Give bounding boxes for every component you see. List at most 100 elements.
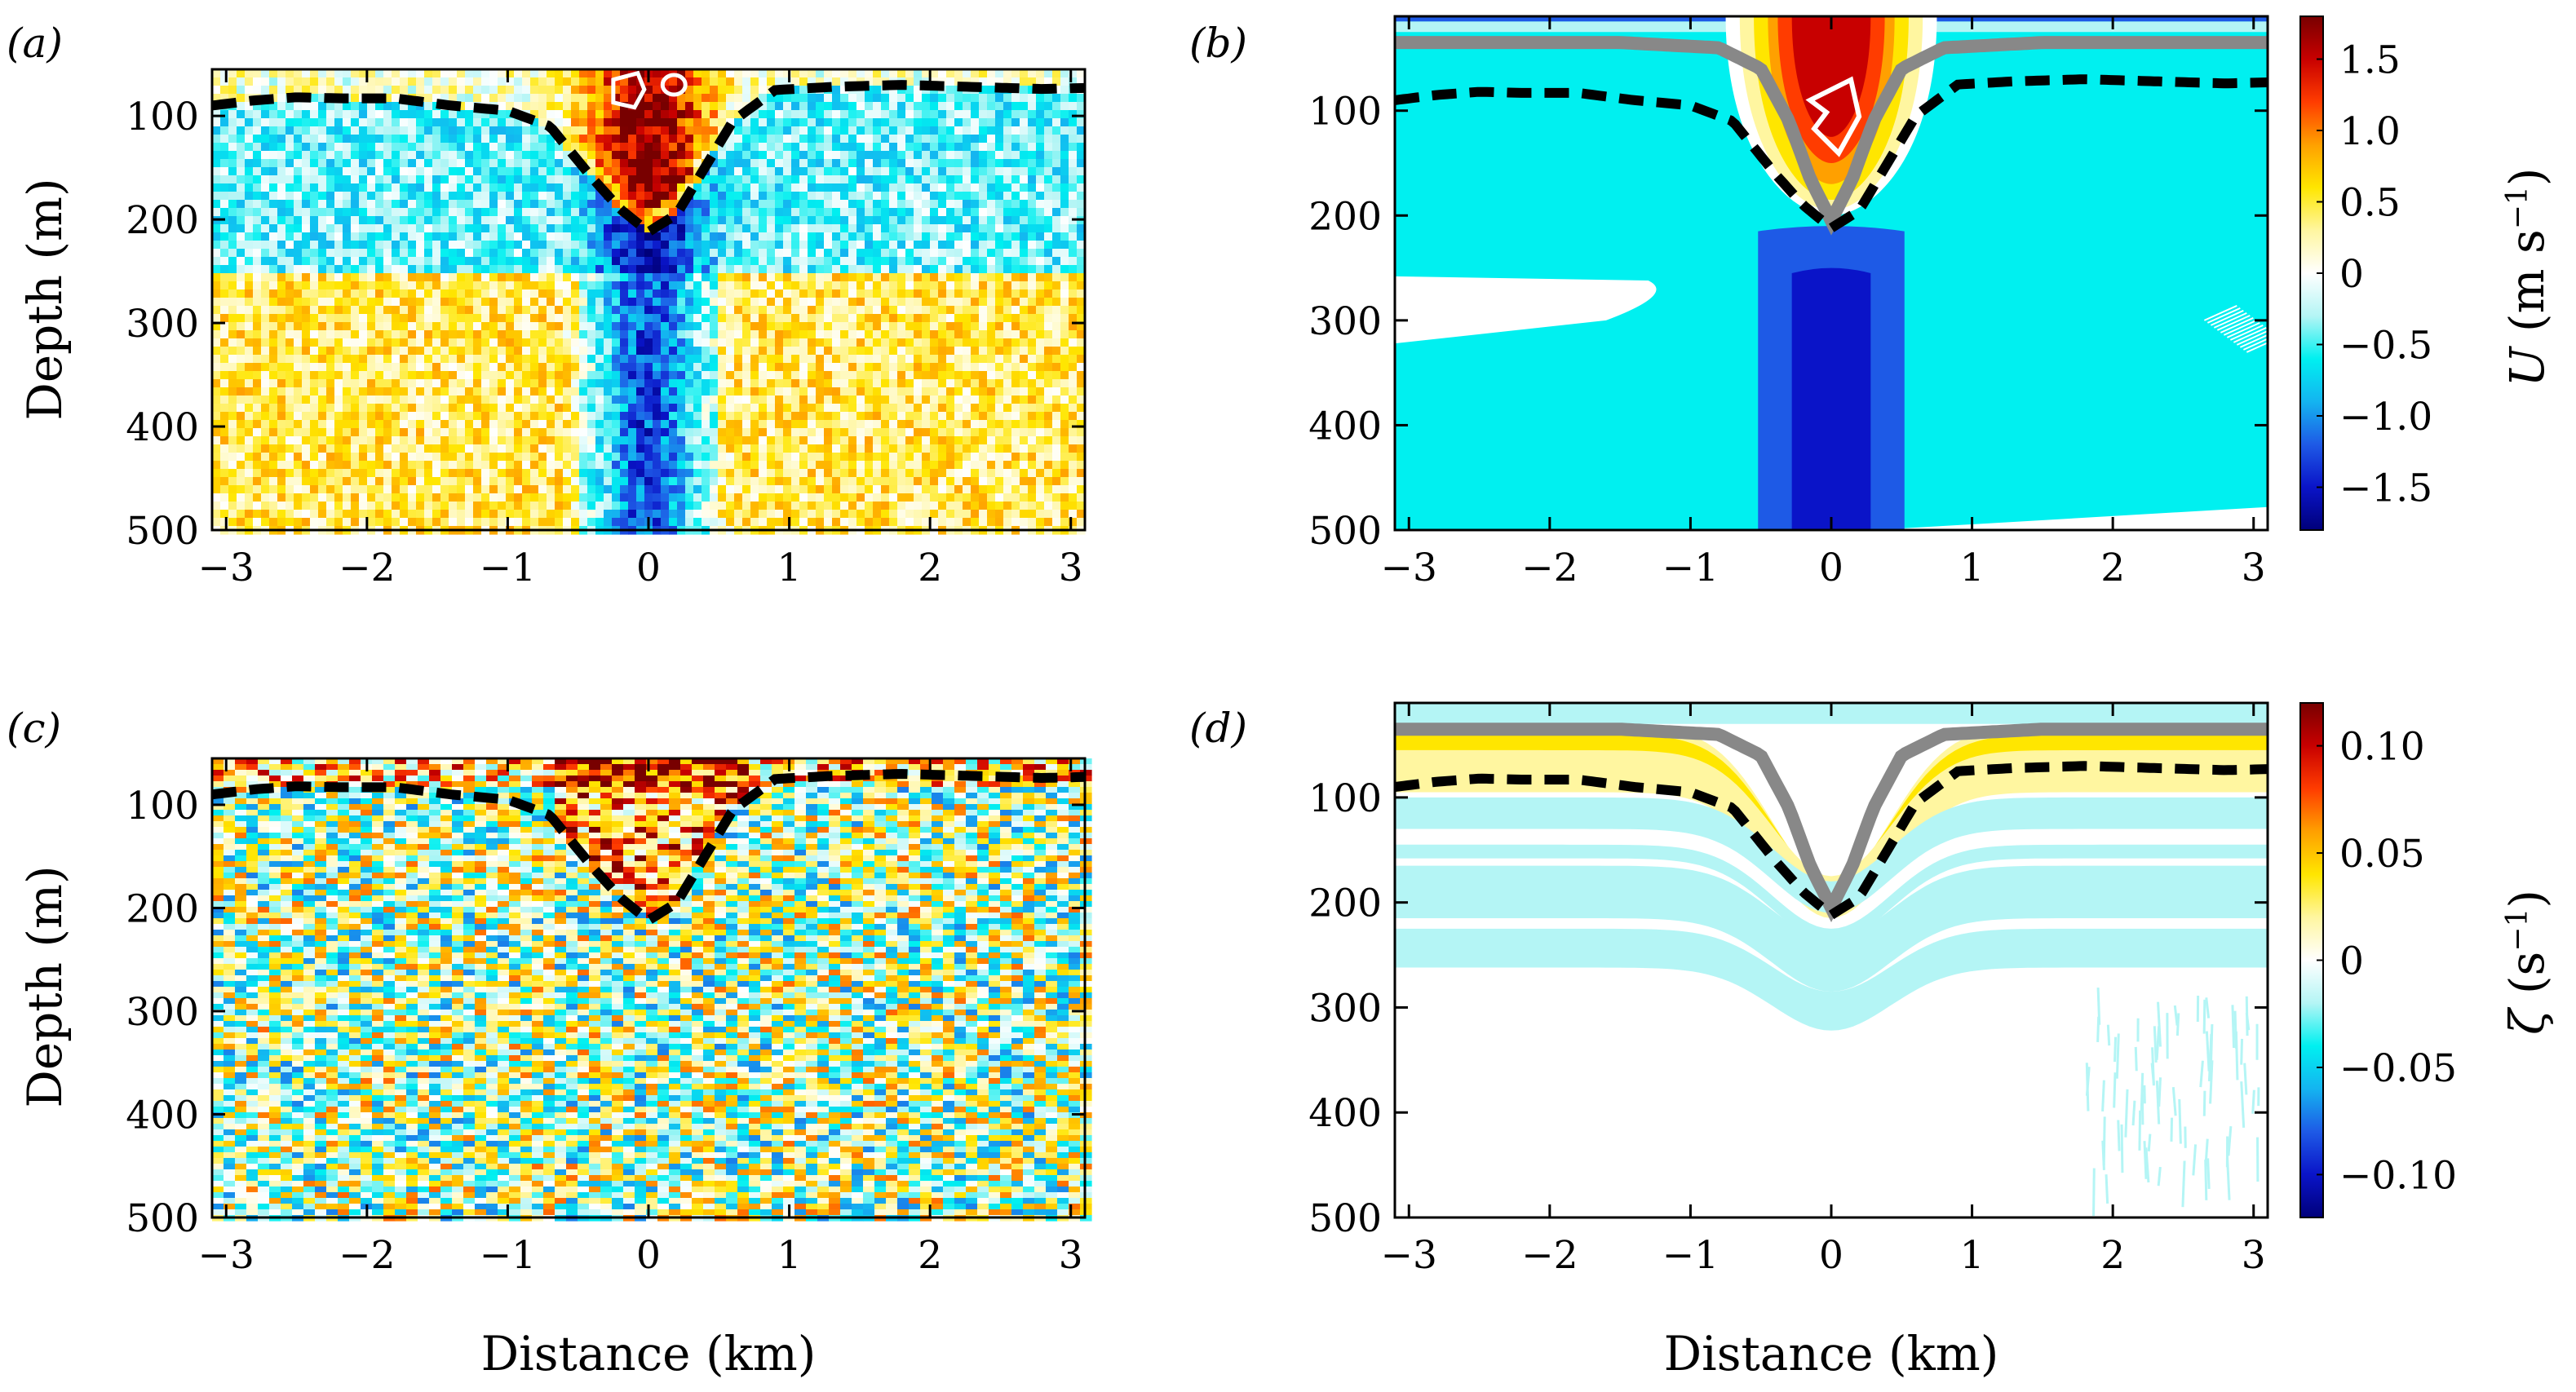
field-cell [759, 216, 768, 225]
field-cell [237, 436, 246, 445]
field-cell [530, 110, 539, 119]
field-cell [571, 396, 580, 404]
field-cell [424, 371, 433, 380]
field-cell [1020, 306, 1029, 315]
field-cell [644, 330, 653, 339]
field-cell [359, 216, 368, 225]
field-cell [367, 436, 376, 445]
field-cell [897, 126, 906, 135]
field-cell [1003, 314, 1012, 323]
field-cell [1011, 363, 1020, 372]
field-cell [237, 77, 246, 86]
field-cell [489, 444, 498, 453]
field-cell [294, 126, 303, 135]
field-cell [685, 420, 694, 429]
field-cell [522, 371, 531, 380]
field-cell [848, 192, 857, 201]
field-cell [750, 232, 759, 241]
field-cell [791, 355, 800, 364]
field-cell [481, 224, 490, 233]
field-cell [946, 159, 955, 168]
field-cell [767, 412, 776, 421]
field-cell [530, 298, 539, 307]
field-cell [856, 151, 865, 160]
field-cell [881, 126, 890, 135]
field-cell [416, 428, 425, 437]
field-cell [612, 183, 621, 192]
field-cell [1028, 200, 1037, 209]
field-cell [1077, 404, 1086, 413]
field-cell [930, 355, 939, 364]
field-cell [889, 420, 898, 429]
field-cell [489, 249, 498, 258]
field-cell [220, 404, 229, 413]
field-cell [1028, 281, 1037, 290]
field-cell [449, 94, 458, 103]
field-cell [351, 224, 360, 233]
field-cell [530, 159, 539, 168]
field-cell [547, 404, 555, 413]
field-cell [832, 135, 841, 144]
field-cell [816, 428, 825, 437]
field-cell [302, 151, 311, 160]
field-cell [873, 216, 882, 225]
field-cell [440, 338, 449, 347]
field-cell [1003, 273, 1012, 282]
field-cell [742, 86, 751, 95]
field-cell [237, 94, 246, 103]
field-cell [840, 216, 849, 225]
field-cell [1011, 77, 1020, 86]
field-cell [734, 396, 743, 404]
field-cell [995, 420, 1004, 429]
field-cell [392, 200, 401, 209]
field-cell [816, 257, 825, 266]
field-cell [685, 167, 694, 176]
field-cell [742, 379, 751, 388]
field-cell [750, 298, 759, 307]
field-cell [375, 216, 384, 225]
field-cell [245, 322, 254, 331]
field-cell [595, 143, 604, 152]
field-cell [253, 135, 262, 144]
field-cell [718, 347, 727, 356]
field-cell [212, 183, 221, 192]
field-cell [987, 167, 996, 176]
field-cell [832, 371, 841, 380]
field-cell [710, 281, 719, 290]
field-cell [302, 420, 311, 429]
field-cell [636, 363, 645, 372]
field-cell [465, 306, 474, 315]
field-cell [987, 412, 996, 421]
field-cell [816, 175, 825, 184]
field-cell [1052, 412, 1061, 421]
field-cell [816, 200, 825, 209]
field-cell [791, 102, 800, 111]
field-cell [285, 69, 294, 78]
field-cell [669, 265, 678, 274]
field-cell [661, 265, 670, 274]
field-cell [547, 265, 555, 274]
field-cell [563, 232, 572, 241]
field-cell [579, 355, 588, 364]
field-cell [571, 69, 580, 78]
field-cell [334, 175, 343, 184]
field-cell [946, 183, 955, 192]
field-cell [636, 249, 645, 258]
field-cell [1036, 306, 1045, 315]
field-cell [1036, 69, 1045, 78]
field-cell [938, 110, 947, 119]
field-cell [971, 192, 980, 201]
field-cell [334, 143, 343, 152]
field-cell [734, 208, 743, 217]
field-cell [595, 338, 604, 347]
field-cell [343, 420, 352, 429]
field-cell [1011, 355, 1020, 364]
field-cell [620, 143, 629, 152]
field-cell [685, 102, 694, 111]
field-cell [702, 86, 710, 95]
field-cell [775, 175, 784, 184]
field-cell [343, 216, 352, 225]
field-cell [832, 257, 841, 266]
field-cell [506, 379, 515, 388]
field-cell [440, 94, 449, 103]
